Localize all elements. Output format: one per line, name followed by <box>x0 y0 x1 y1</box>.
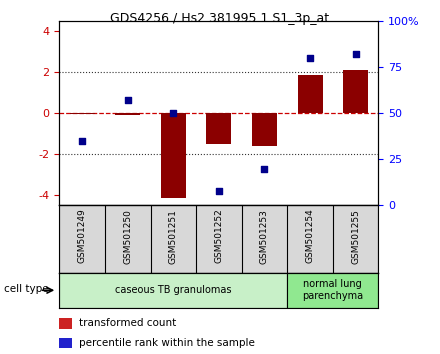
Text: cell type: cell type <box>4 284 49 293</box>
Text: GSM501253: GSM501253 <box>260 209 269 264</box>
Bar <box>115 113 140 115</box>
Bar <box>287 273 378 308</box>
Text: normal lung
parenchyma: normal lung parenchyma <box>302 279 363 301</box>
Bar <box>161 113 186 198</box>
Bar <box>206 113 231 144</box>
Point <box>307 55 314 61</box>
Text: GSM501252: GSM501252 <box>214 209 224 263</box>
Point <box>261 166 268 171</box>
Point <box>216 188 223 193</box>
Bar <box>252 113 277 146</box>
Point <box>124 98 131 103</box>
Text: GSM501249: GSM501249 <box>78 209 87 263</box>
Bar <box>59 318 72 329</box>
Point <box>170 110 177 116</box>
Text: caseous TB granulomas: caseous TB granulomas <box>115 285 231 295</box>
Text: GSM501255: GSM501255 <box>351 209 360 264</box>
Text: GDS4256 / Hs2.381995.1.S1_3p_at: GDS4256 / Hs2.381995.1.S1_3p_at <box>110 12 330 25</box>
Text: percentile rank within the sample: percentile rank within the sample <box>79 338 254 348</box>
Point <box>352 52 359 57</box>
Text: transformed count: transformed count <box>79 318 176 329</box>
Bar <box>343 70 368 113</box>
Text: GSM501254: GSM501254 <box>305 209 315 263</box>
Bar <box>70 113 95 114</box>
Text: GSM501250: GSM501250 <box>123 209 132 264</box>
Bar <box>59 338 72 348</box>
Bar <box>297 75 323 113</box>
Point <box>79 138 86 144</box>
Text: GSM501251: GSM501251 <box>169 209 178 264</box>
Bar <box>59 273 287 308</box>
